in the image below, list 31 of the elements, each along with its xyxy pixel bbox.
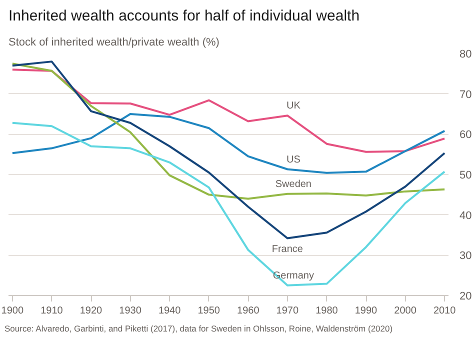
series-label: US xyxy=(286,154,301,166)
line-series xyxy=(11,113,446,174)
y-tick-label: 50 xyxy=(460,170,472,182)
line-series xyxy=(11,68,446,153)
series-label: UK xyxy=(286,100,301,112)
y-tick-label: 20 xyxy=(460,290,472,302)
x-tick-label: 1930 xyxy=(119,306,142,316)
x-tick-label: 1900 xyxy=(1,306,24,316)
chart-title: Inherited wealth accounts for half of individual wealth xyxy=(8,8,360,24)
x-tick-label: 1970 xyxy=(276,306,299,316)
x-tick-label: 1950 xyxy=(198,306,220,316)
y-tick-label: 30 xyxy=(460,250,472,262)
line-series xyxy=(11,62,446,200)
x-tick-label: 1940 xyxy=(158,306,182,316)
series-label: Sweden xyxy=(275,178,312,190)
chart-subtitle: Stock of inherited wealth/private wealth (%) xyxy=(8,36,220,48)
y-tick-label: 70 xyxy=(460,88,472,101)
x-tick-label: 2010 xyxy=(433,306,456,316)
y-tick-label: 40 xyxy=(460,210,472,222)
x-tick-label: 2000 xyxy=(394,306,417,316)
line-series xyxy=(11,60,446,240)
source-note: Source: Alvaredo, Garbinti, and Piketti (2017), data for Sweden in Ohlsson, Roine, Waldenström (2020) xyxy=(4,324,393,334)
y-tick-label: 60 xyxy=(460,129,472,142)
series-label: France xyxy=(272,244,304,256)
x-tick-label: 1920 xyxy=(80,306,103,316)
line-series xyxy=(11,122,446,286)
x-tick-label: 1980 xyxy=(316,306,338,316)
y-tick-label: 80 xyxy=(460,48,472,60)
x-tick-label: 1960 xyxy=(237,306,260,316)
x-tick-label: 1990 xyxy=(354,306,378,316)
x-tick-label: 1910 xyxy=(40,306,64,316)
